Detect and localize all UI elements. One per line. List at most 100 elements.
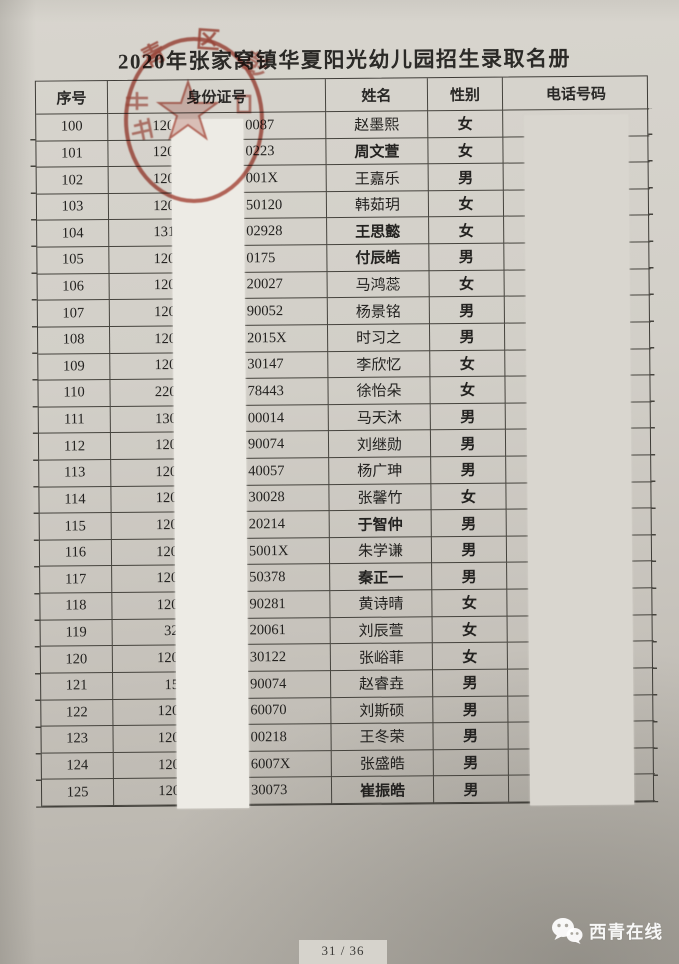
gender-cell: 男 <box>430 429 507 458</box>
serial-number-cell: 100 <box>36 114 109 142</box>
id-suffix: 78443 <box>247 382 284 400</box>
serial-number-cell: 108 <box>37 326 111 355</box>
watermark: 西青在线 <box>551 917 663 945</box>
id-suffix: 20027 <box>246 276 283 293</box>
gender-cell: 男 <box>429 243 505 271</box>
paper-top-shadow <box>0 0 679 22</box>
student-name-cell: 张馨竹 <box>329 483 432 512</box>
student-name-cell: 王思懿 <box>327 217 430 246</box>
student-name-cell: 刘继勋 <box>328 430 432 459</box>
id-suffix: 0175 <box>246 249 276 267</box>
id-suffix: 30073 <box>250 782 288 799</box>
admission-table-wrap: 序号 身份证号 姓名 性别 电话号码 100 120 0087 赵墨熙女 101 120 0… <box>30 75 659 809</box>
id-suffix: 02928 <box>246 223 283 240</box>
column-header-phone: 电话号码 <box>502 76 650 111</box>
student-name-cell: 刘辰萱 <box>330 616 433 645</box>
gender-cell: 男 <box>431 509 507 538</box>
gender-cell: 女 <box>430 350 506 378</box>
id-suffix: 90074 <box>250 675 287 693</box>
gender-cell: 男 <box>429 323 506 351</box>
serial-number-cell: 104 <box>37 220 110 248</box>
page-indicator: 31 / 36 <box>299 940 387 964</box>
page-title: 2020年张家窝镇华夏阳光幼儿园招生录取名册 <box>117 46 572 74</box>
id-suffix: 00218 <box>250 728 287 746</box>
serial-number-cell: 114 <box>39 486 112 514</box>
column-header-name: 姓名 <box>325 78 429 113</box>
gender-cell: 女 <box>429 217 505 245</box>
student-name-cell: 崔振皓 <box>331 776 435 805</box>
serial-number-cell: 118 <box>40 593 113 621</box>
student-name-cell: 张峪菲 <box>330 643 433 672</box>
gender-cell: 男 <box>430 403 506 431</box>
student-name-cell: 王冬荣 <box>331 723 434 751</box>
student-name-cell: 张盛皓 <box>331 749 434 778</box>
gender-cell: 男 <box>428 163 504 192</box>
gender-cell: 女 <box>428 190 505 218</box>
student-name-cell: 付辰皓 <box>327 244 430 272</box>
phone-number-redaction-block <box>524 114 635 806</box>
id-suffix: 20214 <box>248 516 286 533</box>
serial-number-cell: 112 <box>38 433 112 461</box>
wechat-icon <box>552 918 583 944</box>
id-suffix: 90281 <box>249 595 286 613</box>
gender-cell: 女 <box>429 270 505 298</box>
serial-number-cell: 122 <box>41 699 114 727</box>
serial-number-cell: 110 <box>38 380 111 408</box>
id-suffix: 5001X <box>248 542 289 559</box>
id-suffix: 40057 <box>248 462 285 480</box>
student-name-cell: 杨广珅 <box>329 457 432 485</box>
gender-cell: 男 <box>431 456 507 484</box>
gender-cell: 男 <box>433 775 510 804</box>
serial-number-cell: 115 <box>39 513 112 541</box>
student-name-cell: 赵睿垚 <box>331 670 434 698</box>
id-suffix: 50378 <box>249 569 286 586</box>
gender-cell: 女 <box>430 376 506 405</box>
serial-number-cell: 103 <box>36 193 110 222</box>
serial-number-cell: 124 <box>41 752 114 781</box>
id-suffix: 30122 <box>249 649 287 666</box>
id-suffix: 2015X <box>247 329 287 347</box>
gender-cell: 女 <box>428 137 504 165</box>
column-header-id-number: 身份证号 <box>107 79 327 115</box>
gender-cell: 男 <box>432 669 509 697</box>
serial-number-cell: 102 <box>36 167 109 195</box>
gender-cell: 女 <box>432 616 508 644</box>
id-suffix: 30147 <box>247 356 284 373</box>
student-name-cell: 时习之 <box>327 324 431 352</box>
id-suffix: 90052 <box>246 303 284 320</box>
serial-number-cell: 116 <box>39 539 113 568</box>
serial-number-cell: 111 <box>38 406 111 435</box>
student-name-cell: 刘斯硕 <box>331 696 434 725</box>
id-number-redaction-block <box>171 118 250 809</box>
column-header-gender: 性别 <box>427 77 504 112</box>
student-name-cell: 韩茹玥 <box>326 191 430 219</box>
id-suffix: 0087 <box>245 116 275 134</box>
gender-cell: 男 <box>433 722 509 750</box>
serial-number-cell: 125 <box>41 779 115 807</box>
paper-edge-shadow <box>0 0 36 964</box>
id-suffix: 20061 <box>249 622 286 639</box>
id-suffix: 50120 <box>245 196 283 213</box>
serial-number-cell: 107 <box>37 300 110 328</box>
gender-cell: 男 <box>432 563 508 591</box>
watermark-text: 西青在线 <box>589 921 663 942</box>
student-name-cell: 王嘉乐 <box>326 164 429 192</box>
gender-cell: 男 <box>433 749 509 777</box>
gender-cell: 男 <box>429 296 505 325</box>
serial-number-cell: 121 <box>41 672 114 701</box>
student-name-cell: 马鸿蕊 <box>327 270 430 299</box>
id-suffix: 001X <box>245 170 279 187</box>
serial-number-cell: 113 <box>39 460 112 488</box>
student-name-cell: 秦正一 <box>330 563 433 592</box>
student-name-cell: 朱学谦 <box>329 537 433 565</box>
student-name-cell: 徐怡朵 <box>328 377 431 405</box>
student-name-cell: 周文萱 <box>326 137 429 166</box>
serial-number-cell: 106 <box>37 273 110 301</box>
serial-number-cell: 101 <box>36 140 109 168</box>
id-suffix: 30028 <box>248 489 285 506</box>
id-suffix: 60070 <box>250 702 287 719</box>
student-name-cell: 李欣忆 <box>328 350 431 379</box>
gender-cell: 男 <box>433 696 509 724</box>
id-suffix: 90074 <box>247 436 285 453</box>
gender-cell: 男 <box>431 536 508 564</box>
